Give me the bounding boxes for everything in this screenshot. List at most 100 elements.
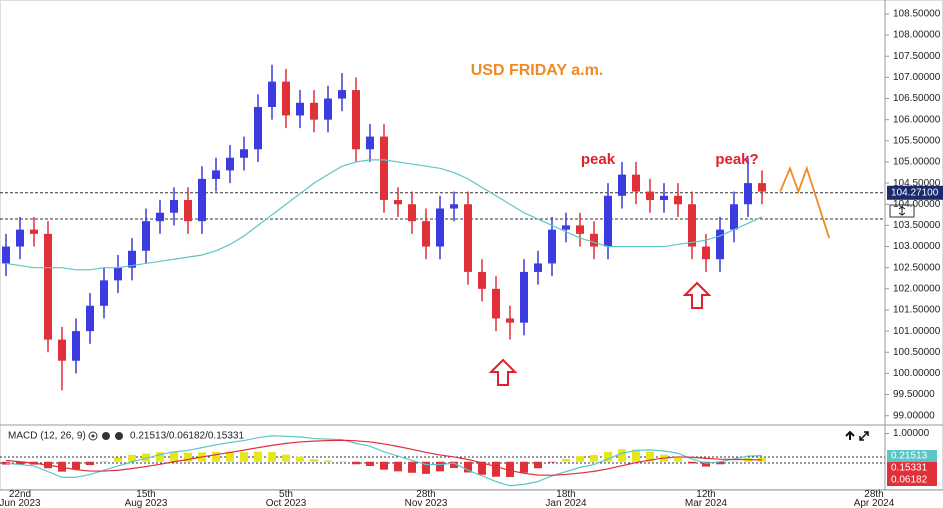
candle-body [86, 305, 94, 332]
candle-body [100, 280, 108, 306]
y-tick-label: 106.00000 [893, 114, 941, 125]
macd-histogram-bar [254, 451, 262, 462]
macd-histogram-bar [590, 454, 598, 462]
macd-histogram-bar [576, 456, 584, 462]
signal-line [5, 439, 763, 476]
y-tick-label: 108.50000 [893, 9, 941, 20]
annotation: peak [581, 151, 616, 168]
candle-body [2, 246, 10, 264]
candle-body [170, 200, 178, 213]
y-tick-label: 101.50000 [893, 305, 941, 316]
y-tick-label: 102.00000 [893, 283, 941, 294]
y-tick-label: 108.00000 [893, 30, 941, 41]
arrow [488, 358, 518, 386]
macd-histogram-bar [380, 461, 388, 470]
macd-histogram-bar [338, 461, 346, 462]
eye-icon [91, 434, 95, 438]
macd-histogram-bar [730, 461, 738, 462]
macd-histogram-bar [450, 461, 458, 468]
candle-body [380, 136, 388, 201]
candle-body [338, 90, 346, 99]
price-plot [0, 64, 885, 391]
macd-histogram-bar [464, 461, 472, 473]
x-tick-label: 12th Mar 2024 [684, 489, 728, 508]
macd-histogram-bar [226, 451, 234, 462]
eye-icon[interactable] [88, 431, 98, 441]
macd-histogram-bar [366, 461, 374, 466]
macd-line [5, 435, 763, 487]
candle-body [744, 183, 752, 205]
candle-body [114, 267, 122, 281]
macd-histogram-bar [324, 460, 332, 462]
y-tick-label: 107.00000 [893, 72, 941, 83]
candle-body [436, 208, 444, 247]
x-tick-label: 22nd Jun 2023 [0, 489, 41, 508]
macd-histogram-bar [646, 451, 654, 462]
macd-histogram-bar [534, 461, 542, 469]
candle-body [198, 178, 206, 222]
macd-histogram-bar [100, 460, 108, 462]
macd-histogram-bar [394, 461, 402, 472]
macd-histogram-bar [268, 452, 276, 462]
candle-body [492, 288, 500, 319]
x-tick-label: 5th Oct 2023 [265, 489, 307, 508]
value-label-box [887, 450, 937, 462]
macd-histogram-bar [310, 459, 318, 462]
y-tick-label: 102.50000 [893, 262, 941, 273]
candle-body [184, 200, 192, 222]
macd-title: MACD (12, 26, 9) [8, 431, 86, 442]
moving-average [5, 159, 763, 271]
y-tick-label: 100.00000 [893, 368, 941, 379]
y-tick-label: 104.50000 [893, 178, 941, 189]
y-tick-label: 105.50000 [893, 135, 941, 146]
candle-body [394, 200, 402, 205]
candle-body [226, 157, 234, 171]
arrow [682, 281, 712, 309]
candle-body [562, 225, 570, 230]
y-tick-label: 107.50000 [893, 51, 941, 62]
candle-body [716, 229, 724, 260]
y-tick-label: 106.50000 [893, 93, 941, 104]
candle-body [576, 225, 584, 234]
macd-plot [2, 435, 766, 487]
macd-histogram-bar [422, 461, 430, 474]
value-label: 0.21513 [891, 451, 928, 462]
macd-histogram-bar [506, 461, 514, 477]
macd-histogram-bar [282, 454, 290, 462]
value-label-box [887, 474, 937, 486]
candle-body [660, 195, 668, 201]
candle-body [632, 174, 640, 192]
macd-histogram-bar [128, 454, 136, 462]
macd-histogram-bar [674, 458, 682, 462]
candle-body [618, 174, 626, 196]
gear-icon[interactable] [102, 432, 110, 440]
x-tick-label: 28th Apr 2024 [853, 489, 895, 508]
candle-body [604, 195, 612, 247]
candle-body [212, 170, 220, 179]
macd-histogram-bar [170, 451, 178, 462]
macd-histogram-bar [212, 451, 220, 462]
macd-histogram-bar [184, 452, 192, 462]
macd-histogram-bar [478, 461, 486, 475]
macd-histogram-bar [618, 449, 626, 462]
y-tick-label: 1.00000 [893, 428, 930, 439]
value-label: 0.15331 [891, 463, 928, 474]
macd-histogram-bar [632, 449, 640, 462]
candle-body [478, 271, 486, 289]
candle-body [646, 191, 654, 201]
annotation: peak? [715, 151, 758, 168]
y-tick-label: 99.00000 [893, 410, 935, 421]
candle-body [58, 339, 66, 361]
candle-body [72, 331, 80, 361]
price-label: 104.27100 [891, 187, 939, 198]
candle-body [352, 90, 360, 150]
candle-body [674, 195, 682, 205]
value-label: 0.06182 [891, 475, 928, 486]
collapse-icon[interactable] [845, 430, 855, 440]
projection-line [779, 165, 831, 239]
settings-icon[interactable] [115, 432, 123, 440]
macd-histogram-bar [520, 461, 528, 473]
candle-body [296, 102, 304, 116]
expand-icon[interactable] [859, 431, 869, 441]
